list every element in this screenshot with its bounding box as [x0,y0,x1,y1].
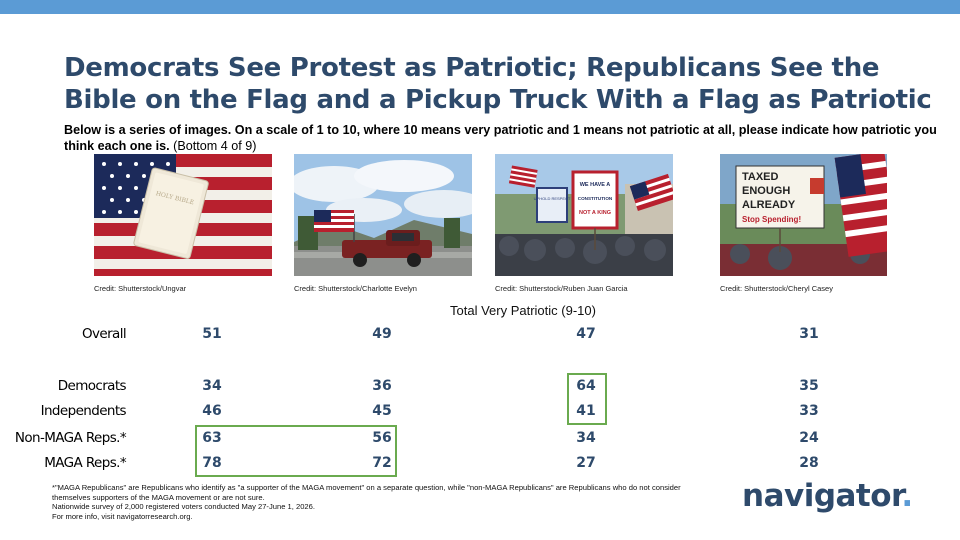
question-note: (Bottom 4 of 9) [169,139,257,153]
photo-bible-on-flag: HOLY BIBLE [94,154,272,276]
row-label-independents: Independents [40,403,127,419]
protest-sign-2-line-1: WE HAVE A [580,182,611,188]
footnote-more-info: For more info, visit navigatorresearch.o… [52,511,193,521]
highlight-republicans-box [195,425,397,477]
highlight-dem-ind-protest-box [567,373,607,425]
navigator-logo: navigator. [742,478,913,514]
photo-protest: UPHOLD RESPECT WE HAVE A CONSTITUTION NO… [495,154,673,276]
logo-dot: . [901,478,913,514]
cell-maga-truck: 72 [372,455,392,471]
top-accent-bar [0,0,960,14]
protest-sign-2-line-2: CONSTITUTION [578,196,613,201]
photo-credit-3: Credit: Shutterstock/Ruben Juan Garcia [495,284,628,293]
cell-non-maga-protest: 34 [576,430,596,446]
cell-independents-protest: 41 [576,403,596,419]
slide-subtitle: Below is a series of images. On a scale … [64,122,944,154]
cell-democrats-bible: 34 [202,378,222,394]
row-label-overall: Overall [81,326,127,342]
footnote: *"MAGA Republicans" are Republicans who … [52,483,702,521]
tea-sign-line-2: ENOUGH [742,185,790,197]
cell-democrats-truck: 36 [372,378,392,394]
question-text: Below is a series of images. On a scale … [64,123,937,153]
cell-overall-truck: 49 [372,326,392,342]
cell-democrats-protest: 64 [576,378,596,394]
protest-sign-1: UPHOLD RESPECT [534,196,571,201]
cell-non-maga-tea: 24 [799,430,819,446]
cell-overall-tea: 31 [799,326,819,342]
cell-maga-tea: 28 [799,455,819,471]
tea-sign-line-4: Stop Spending! [742,215,801,224]
cell-overall-protest: 47 [576,326,596,342]
cell-maga-bible: 78 [202,455,222,471]
tea-sign-line-1: TAXED [742,171,779,183]
logo-text: navigator [742,478,902,514]
row-label-maga-reps: MAGA Reps.* [44,455,126,471]
photo-pickup-truck-flag [294,154,472,276]
photo-credit-2: Credit: Shutterstock/Charlotte Evelyn [294,284,417,293]
tea-sign-line-3: ALREADY [742,199,796,211]
row-label-non-maga-reps: Non-MAGA Reps.* [14,430,127,446]
footnote-survey-info: Nationwide survey of 2,000 registered vo… [52,502,315,512]
cell-independents-bible: 46 [202,403,222,419]
photo-credit-1: Credit: Shutterstock/Ungvar [94,284,187,293]
footnote-maga-definition: *"MAGA Republicans" are Republicans who … [52,483,681,502]
cell-overall-bible: 51 [202,326,222,342]
protest-sign-2-line-3: NOT A KING [579,210,611,216]
cell-democrats-tea: 35 [799,378,819,394]
slide-title: Democrats See Protest as Patriotic; Repu… [64,53,932,115]
photo-credit-4: Credit: Shutterstock/Cheryl Casey [720,284,833,293]
cell-non-maga-truck: 56 [372,430,392,446]
row-label-democrats: Democrats [57,378,127,394]
cell-independents-truck: 45 [372,403,392,419]
cell-non-maga-bible: 63 [202,430,222,446]
table-title: Total Very Patriotic (9-10) [450,303,596,318]
cell-maga-protest: 27 [576,455,596,471]
photo-taxed-enough-already: TAXED ENOUGH ALREADY Stop Spending! [720,154,887,276]
cell-independents-tea: 33 [799,403,819,419]
